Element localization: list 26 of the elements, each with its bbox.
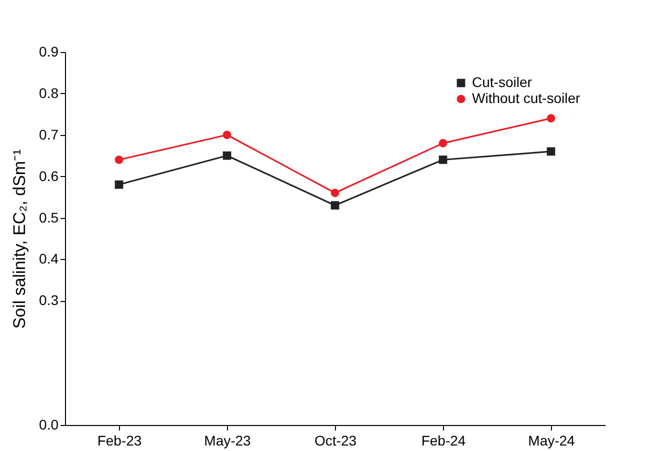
y-tick-label: 0.6 (39, 168, 59, 184)
point (438, 139, 448, 148)
y-tick-label: 0.5 (39, 209, 59, 226)
point (546, 147, 556, 156)
point (330, 188, 340, 198)
y-axis-title: Soil salinity, EC₂, dSm⁻¹ (10, 148, 30, 329)
point (438, 156, 448, 164)
point (114, 156, 124, 164)
legend-label: Cut-soiler (472, 74, 532, 90)
y-tick-label: 0.8 (39, 84, 59, 101)
x-tick-label: Feb-24 (421, 432, 466, 448)
y-tick-label: 0.3 (39, 292, 59, 308)
x-tick-label: Oct-23 (314, 432, 357, 448)
y-tick-label: 0.7 (39, 126, 59, 142)
point (114, 180, 124, 189)
y-tick-label: 0.4 (39, 250, 59, 267)
point (222, 130, 232, 140)
y-tick-label: 0.0 (39, 416, 59, 432)
x-tick-label: Feb-23 (97, 432, 142, 448)
point (546, 114, 556, 122)
y-tick-label: 0.9 (39, 44, 59, 60)
point (222, 151, 232, 160)
point (330, 201, 340, 210)
x-tick-label: May-23 (204, 432, 252, 448)
legend-label: Without cut-soiler (472, 90, 580, 106)
x-tick-label: May-24 (528, 432, 576, 448)
